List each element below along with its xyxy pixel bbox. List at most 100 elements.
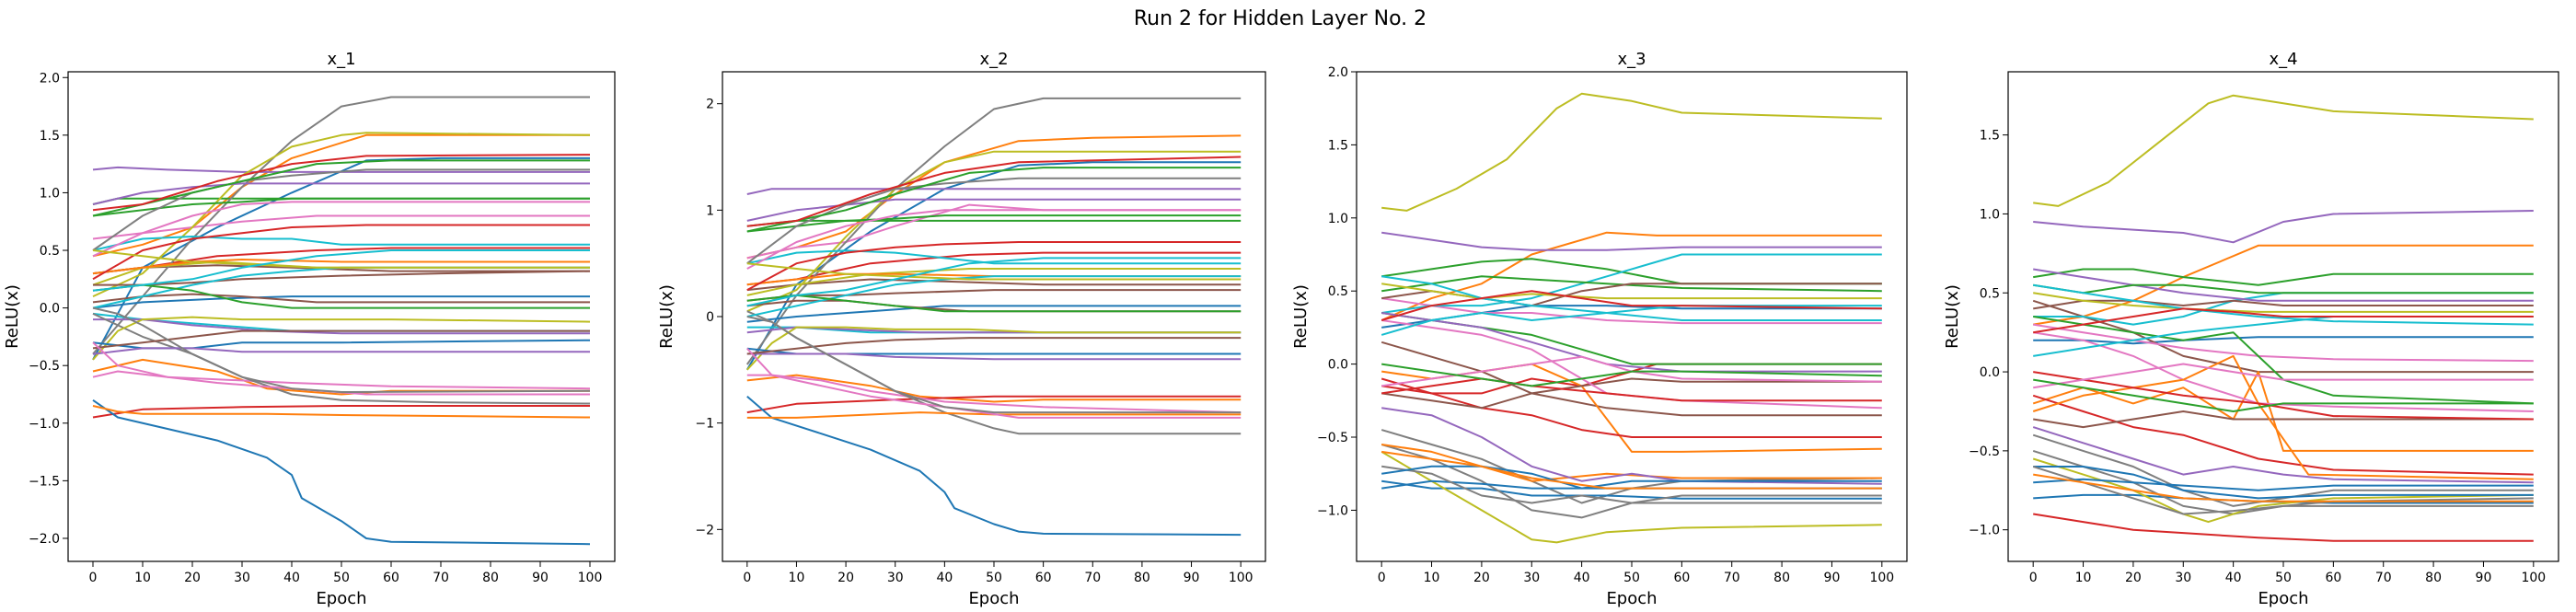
y-tick-label: −1.5 <box>29 474 60 489</box>
y-tick-label: 1.5 <box>1328 138 1348 153</box>
series-line-39 <box>92 249 590 269</box>
series-line-10 <box>1381 253 1882 314</box>
series-line-27 <box>2033 363 2534 389</box>
series-line-27 <box>1381 355 1882 387</box>
series-line-34 <box>92 224 590 281</box>
x-tick-label: 80 <box>1134 571 1150 585</box>
x-tick-label: 30 <box>1523 571 1540 585</box>
series-line-18 <box>1380 444 1882 519</box>
series-line-25 <box>2032 426 2534 484</box>
y-tick-label: −1.0 <box>1969 524 2000 538</box>
y-tick-label: −1 <box>695 417 714 432</box>
series-lines <box>1380 92 1882 544</box>
y-tick-label: 2.0 <box>40 71 60 86</box>
y-tick-label: 0.5 <box>1328 284 1348 299</box>
x-tick-label: 10 <box>789 571 805 585</box>
x-tick-label: 100 <box>1869 571 1894 585</box>
series-line-30 <box>746 275 1242 318</box>
series-line-5 <box>1381 231 1882 251</box>
y-tick-label: 1.5 <box>40 129 60 144</box>
series-line-5 <box>2033 210 2534 244</box>
y-tick-label: −0.5 <box>1969 445 2000 459</box>
y-tick-label: −0.5 <box>29 359 60 374</box>
x-tick-label: 50 <box>333 571 350 585</box>
series-line-34 <box>746 241 1242 291</box>
series-line-5 <box>746 188 1242 195</box>
x-tick-label: 20 <box>1473 571 1490 585</box>
series-line-31 <box>2033 478 2534 491</box>
x-tick-label: 0 <box>89 571 98 585</box>
series-line-27 <box>92 370 591 390</box>
series-lines <box>92 96 591 546</box>
y-axis-label: ReLU(x) <box>1291 284 1311 349</box>
series-line-22 <box>92 259 590 275</box>
series-line-19 <box>746 268 1242 296</box>
series-line-40 <box>746 257 1242 307</box>
y-axis-label: ReLU(x) <box>657 284 676 349</box>
series-line-26 <box>2033 299 2534 310</box>
x-axis-label: Epoch <box>1606 589 1657 608</box>
axes-frame <box>67 71 616 562</box>
series-line-32 <box>1381 450 1882 490</box>
subplot-1: 0 10 20 30 40 50 60 70 80 90 100 −2.0 −1.5 −1.0 −0.5 0.… <box>3 50 616 608</box>
series-line-29 <box>746 326 1242 371</box>
series-line-10 <box>746 249 1242 265</box>
x-tick-label: 20 <box>837 571 854 585</box>
y-tick-label: −1.0 <box>29 417 60 432</box>
series-line-23 <box>2033 283 2534 294</box>
subplot-3: 0 10 20 30 40 50 60 70 80 90 100 −1.0 −0.5 0.0 0.5 1.0 1… <box>1291 50 1908 608</box>
x-tick-label: 40 <box>1574 571 1590 585</box>
axes-title: x_2 <box>979 50 1008 69</box>
series-line-36 <box>746 337 1242 355</box>
x-tick-label: 70 <box>2375 571 2392 585</box>
series-line-13 <box>92 197 590 217</box>
series-line-14 <box>2032 394 2534 476</box>
x-tick-label: 30 <box>2175 571 2191 585</box>
subplots: 0 10 20 30 40 50 60 70 80 90 100−2.0−1.5−1.0−0.50.… <box>3 50 2559 608</box>
x-tick-label: 80 <box>482 571 499 585</box>
series-line-33 <box>1381 363 1882 387</box>
axes-title: x_4 <box>2269 50 2297 69</box>
series-line-21 <box>92 398 591 546</box>
x-axis-label: Epoch <box>316 589 366 608</box>
series-line-29 <box>1381 283 1882 300</box>
series-line-8 <box>92 96 590 355</box>
y-tick-label: 1.5 <box>1980 129 2000 144</box>
x-tick-label: 10 <box>2075 571 2092 585</box>
series-line-38 <box>746 316 1242 414</box>
y-tick-label: 2.0 <box>1328 65 1348 80</box>
series-line-12 <box>92 358 590 396</box>
x-tick-label: 20 <box>184 571 201 585</box>
series-line-19 <box>1380 451 1882 544</box>
series-line-9 <box>1381 92 1882 212</box>
series-line-27 <box>746 374 1242 414</box>
series-line-9 <box>746 150 1242 313</box>
series-line-28 <box>1381 465 1882 504</box>
x-tick-label: 40 <box>283 571 300 585</box>
x-axis-label: Epoch <box>968 589 1019 608</box>
x-tick-label: 60 <box>383 571 399 585</box>
series-line-13 <box>2033 316 2534 405</box>
series-line-37 <box>746 348 1242 419</box>
x-tick-label: 0 <box>743 571 751 585</box>
series-line-1 <box>2033 336 2534 345</box>
series-line-12 <box>1381 363 1882 453</box>
series-line-19 <box>2032 457 2534 524</box>
series-line-16 <box>1381 377 1882 410</box>
x-tick-label: 70 <box>1084 571 1101 585</box>
series-line-26 <box>746 289 1242 302</box>
series-line-36 <box>92 329 590 350</box>
series-line-39 <box>746 262 1242 281</box>
series-line-7 <box>2033 323 2534 363</box>
subplot-2: 0 10 20 30 40 50 60 70 80 90 100 −2 −1 0 1 2 x_2 Epoch ReL… <box>657 50 1266 608</box>
y-tick-label: 0.5 <box>1980 286 2000 301</box>
series-line-2 <box>1380 231 1882 321</box>
axes-title: x_1 <box>327 50 355 69</box>
y-tick-label: 0.0 <box>1328 358 1348 373</box>
series-line-8 <box>745 97 1242 365</box>
x-tick-label: 20 <box>2125 571 2142 585</box>
series-line-30 <box>1381 275 1882 321</box>
series-line-18 <box>746 177 1242 264</box>
series-line-40 <box>92 249 590 292</box>
series-lines <box>745 97 1242 537</box>
